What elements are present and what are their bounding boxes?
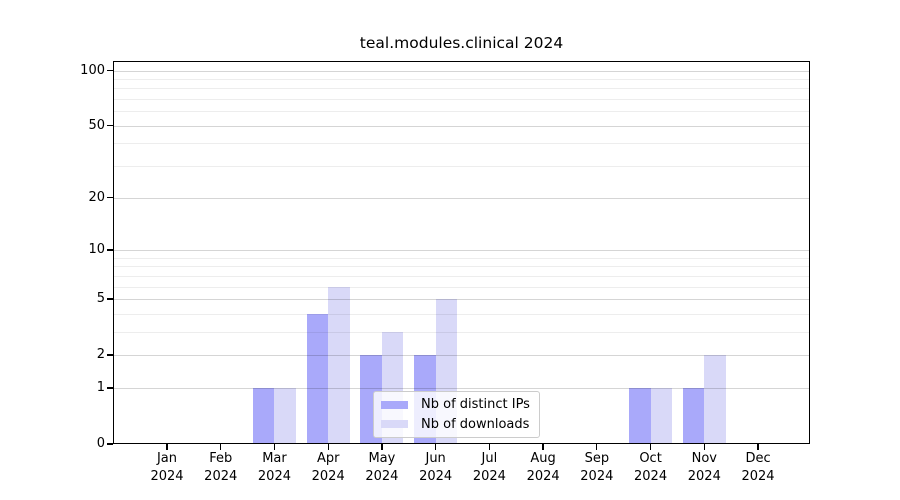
y-tick <box>107 298 113 300</box>
gridline-minor <box>113 99 810 101</box>
gridline-major <box>113 70 810 72</box>
gridline-minor <box>113 331 810 333</box>
bar-nb-of-downloads-nov <box>704 355 726 444</box>
y-tick-label: 100 <box>80 62 105 78</box>
gridline-minor <box>113 313 810 315</box>
gridline-minor <box>113 286 810 288</box>
y-tick-label: 50 <box>88 117 105 133</box>
x-tick <box>166 444 168 450</box>
legend: Nb of distinct IPs Nb of downloads <box>373 391 540 438</box>
gridline-minor <box>113 166 810 168</box>
plot-area <box>113 61 810 444</box>
x-tick <box>220 444 222 450</box>
y-tick <box>107 125 113 127</box>
x-tick-label: Mar 2024 <box>257 451 291 484</box>
x-tick-label: Jan 2024 <box>150 451 184 484</box>
gridline-minor <box>113 78 810 80</box>
x-tick <box>703 444 705 450</box>
legend-item-distinct-ips: Nb of distinct IPs <box>381 395 530 415</box>
y-tick-label: 1 <box>96 379 105 395</box>
legend-swatch-distinct-ips <box>381 400 408 409</box>
y-tick-label: 20 <box>88 189 105 205</box>
y-tick <box>107 354 113 356</box>
x-tick-label: Aug 2024 <box>526 451 560 484</box>
y-tick <box>107 387 113 389</box>
x-tick-label: Sep 2024 <box>580 451 614 484</box>
legend-item-downloads: Nb of downloads <box>381 415 530 435</box>
bar-nb-of-downloads-mar <box>274 387 296 444</box>
chart-title: teal.modules.clinical 2024 <box>359 34 564 52</box>
x-tick <box>649 444 652 450</box>
gridline-major <box>113 387 810 389</box>
y-tick <box>107 249 113 251</box>
y-tick-label: 0 <box>96 436 105 451</box>
x-tick <box>327 444 329 450</box>
gridline-minor <box>113 111 810 113</box>
x-tick-label: Jun 2024 <box>419 451 453 484</box>
bar-nb-of-downloads-oct <box>650 387 673 444</box>
x-tick-label: Dec 2024 <box>741 451 775 484</box>
x-tick-label: May 2024 <box>365 451 399 484</box>
x-tick-label: Feb 2024 <box>204 451 238 484</box>
gridline-minor <box>113 266 810 268</box>
x-tick <box>273 444 276 450</box>
x-tick <box>435 444 437 450</box>
bar-nb-of-distinct-ips-nov <box>682 387 705 444</box>
bar-nb-of-distinct-ips-oct <box>629 387 651 444</box>
gridline-major <box>113 249 810 251</box>
legend-label-downloads: Nb of downloads <box>421 416 530 432</box>
x-tick-label: Apr 2024 <box>311 451 345 484</box>
x-tick <box>596 444 598 450</box>
bar-nb-of-downloads-apr <box>328 286 350 444</box>
y-tick <box>107 196 113 199</box>
gridline-major <box>113 197 810 199</box>
gridline-major <box>113 355 810 357</box>
x-tick-label: Oct 2024 <box>634 451 668 484</box>
x-tick <box>381 444 383 450</box>
bar-nb-of-distinct-ips-apr <box>306 313 329 444</box>
y-tick <box>107 443 113 445</box>
y-tick <box>107 69 113 72</box>
gridline-minor <box>113 88 810 90</box>
gridline-minor <box>113 275 810 277</box>
x-tick <box>757 444 759 450</box>
x-tick-label: Nov 2024 <box>687 451 721 484</box>
y-tick-label: 10 <box>88 241 105 257</box>
bar-nb-of-distinct-ips-mar <box>252 387 275 444</box>
x-tick <box>542 444 544 450</box>
y-tick-label: 5 <box>96 290 105 306</box>
legend-swatch-downloads <box>381 420 408 429</box>
x-tick-label: Jul 2024 <box>472 451 506 484</box>
gridline-major <box>113 125 810 127</box>
gridline-minor <box>113 143 810 145</box>
y-tick-label: 2 <box>96 347 105 363</box>
gridline-minor <box>113 257 810 259</box>
legend-label-distinct-ips: Nb of distinct IPs <box>421 397 530 413</box>
gridline-major <box>113 298 810 300</box>
x-tick <box>488 444 491 450</box>
